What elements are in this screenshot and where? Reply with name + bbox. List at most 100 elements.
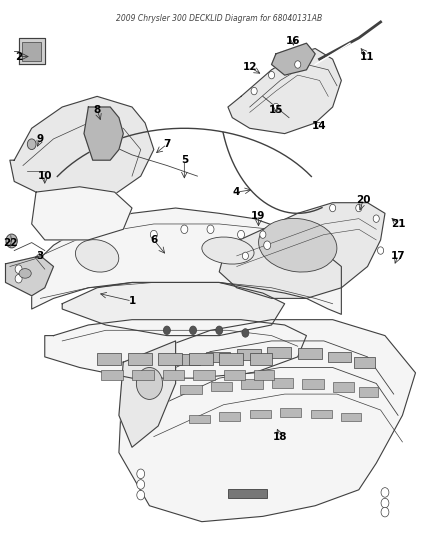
Bar (354, 357, 375, 368)
Circle shape (137, 480, 145, 489)
Polygon shape (219, 203, 385, 298)
Circle shape (137, 490, 145, 500)
Bar (311, 409, 332, 418)
Bar (127, 353, 152, 365)
Text: 19: 19 (251, 211, 266, 221)
Polygon shape (18, 38, 45, 64)
Circle shape (237, 230, 244, 239)
Ellipse shape (75, 240, 119, 272)
Polygon shape (272, 43, 315, 75)
Text: 1: 1 (128, 296, 136, 306)
Circle shape (381, 507, 389, 517)
Bar (341, 413, 361, 421)
Circle shape (181, 225, 188, 233)
Bar (97, 353, 121, 365)
Bar (176, 354, 200, 365)
Bar (132, 370, 154, 379)
Text: 7: 7 (163, 139, 170, 149)
Bar (298, 349, 322, 359)
Text: 21: 21 (391, 219, 405, 229)
Circle shape (381, 488, 389, 497)
Circle shape (356, 204, 362, 212)
Circle shape (378, 247, 384, 254)
Bar (280, 408, 301, 417)
Text: 17: 17 (391, 251, 405, 261)
Circle shape (242, 329, 249, 337)
Bar (359, 387, 378, 397)
Polygon shape (84, 107, 123, 160)
Circle shape (207, 225, 214, 233)
Bar (241, 379, 263, 389)
Circle shape (260, 231, 266, 238)
Bar (228, 489, 267, 498)
Bar (219, 412, 240, 421)
Text: 22: 22 (3, 238, 17, 247)
Ellipse shape (136, 368, 162, 399)
Polygon shape (45, 320, 307, 378)
Circle shape (216, 326, 223, 335)
Bar (250, 409, 271, 418)
Polygon shape (119, 341, 176, 447)
Bar (237, 349, 261, 360)
Bar (162, 370, 184, 379)
Circle shape (27, 139, 36, 150)
Bar (254, 370, 274, 379)
Text: 2: 2 (15, 52, 22, 61)
Bar (272, 378, 293, 387)
Bar (302, 379, 324, 389)
Circle shape (329, 204, 336, 212)
Bar (193, 370, 215, 379)
Circle shape (150, 230, 157, 239)
Circle shape (190, 326, 197, 335)
Circle shape (242, 252, 248, 260)
Circle shape (6, 234, 17, 248)
Circle shape (137, 469, 145, 479)
Text: 8: 8 (93, 104, 101, 115)
Text: 2009 Chrysler 300 DECKLID Diagram for 68040131AB: 2009 Chrysler 300 DECKLID Diagram for 68… (116, 14, 322, 23)
Circle shape (15, 265, 22, 273)
Text: 12: 12 (243, 62, 257, 72)
Bar (189, 353, 213, 365)
Circle shape (251, 87, 257, 95)
Bar (206, 352, 230, 362)
Polygon shape (32, 208, 341, 314)
Bar (189, 415, 210, 423)
Text: 9: 9 (37, 134, 44, 144)
Bar (332, 382, 353, 392)
Polygon shape (10, 96, 154, 203)
Circle shape (381, 498, 389, 508)
Text: 11: 11 (360, 52, 375, 61)
Ellipse shape (19, 269, 31, 278)
Text: 20: 20 (356, 195, 371, 205)
Text: 14: 14 (312, 120, 327, 131)
Polygon shape (32, 187, 132, 240)
Text: 16: 16 (286, 36, 300, 45)
Text: 4: 4 (233, 187, 240, 197)
Circle shape (295, 61, 301, 68)
Bar (250, 353, 272, 365)
Ellipse shape (258, 219, 337, 272)
Text: 6: 6 (150, 235, 157, 245)
Bar (158, 353, 182, 365)
Polygon shape (119, 320, 416, 522)
Text: 3: 3 (37, 251, 44, 261)
Circle shape (264, 241, 271, 249)
Text: 18: 18 (273, 432, 287, 442)
Circle shape (268, 71, 275, 79)
Ellipse shape (202, 237, 254, 264)
Polygon shape (6, 256, 53, 296)
Circle shape (273, 103, 279, 111)
Circle shape (163, 326, 170, 335)
Text: 15: 15 (268, 104, 283, 115)
Bar (219, 353, 243, 365)
Bar (180, 384, 202, 394)
Bar (267, 348, 291, 358)
Circle shape (15, 274, 22, 283)
Text: 10: 10 (38, 171, 52, 181)
Polygon shape (228, 49, 341, 134)
Bar (211, 382, 232, 391)
Bar (102, 370, 123, 379)
Bar (22, 42, 41, 61)
Polygon shape (62, 282, 285, 336)
Text: 5: 5 (181, 155, 188, 165)
